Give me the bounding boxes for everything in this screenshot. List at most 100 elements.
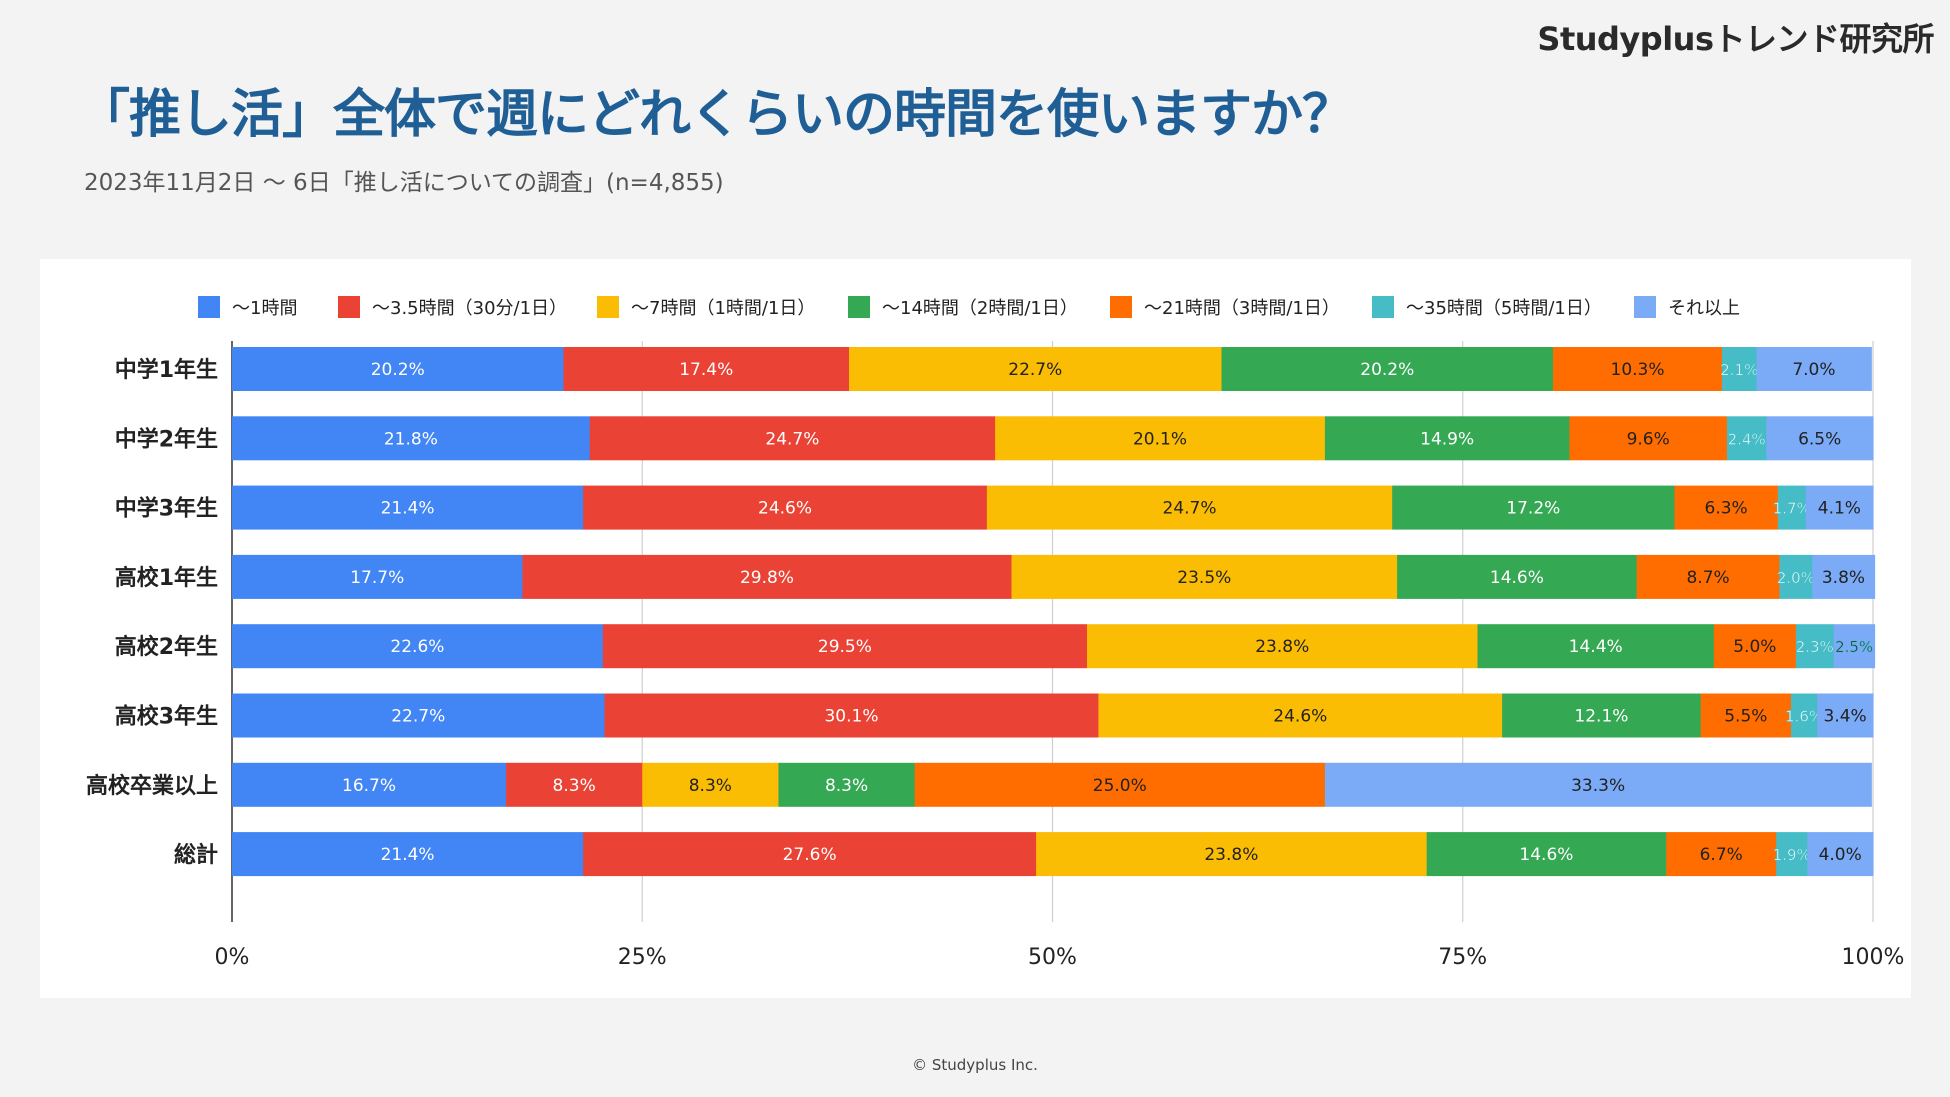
data-label: 24.7%: [1163, 499, 1217, 519]
data-label: 17.2%: [1506, 499, 1560, 519]
data-label: 8.3%: [553, 776, 596, 796]
category-label: 高校2年生: [115, 634, 218, 660]
data-label: 30.1%: [824, 707, 878, 727]
stacked-bar-chart: 0% 25% 50% 75% 100% 〜1時間 〜3.5時間（30分/1日） 〜7時間（1時…: [86, 296, 1905, 970]
data-label: 21.4%: [381, 499, 435, 519]
bar-segment: [1666, 832, 1777, 877]
bar-segment: [232, 624, 604, 669]
bar-segment: [1426, 832, 1667, 877]
data-label: 22.7%: [391, 707, 445, 727]
bar-segment: [642, 762, 779, 807]
bar-segment: [1722, 347, 1757, 391]
data-label: 9.6%: [1627, 429, 1670, 449]
data-label: 14.4%: [1569, 637, 1623, 657]
category-label: 高校卒業以上: [86, 773, 218, 799]
x-tick-label: 50%: [1028, 945, 1077, 970]
data-label: 14.6%: [1490, 568, 1544, 588]
bar-segment: [1756, 347, 1872, 391]
legend-swatch: [1110, 296, 1132, 318]
legend-label: 〜14時間（2時間/1日）: [882, 298, 1078, 319]
x-tick-label: 100%: [1842, 945, 1905, 970]
bar-segment: [1098, 693, 1503, 738]
legend-swatch: [338, 296, 360, 318]
category-label: 高校1年生: [115, 565, 218, 591]
data-label: 16.7%: [342, 776, 396, 796]
bar-segment: [602, 624, 1088, 669]
category-label: 中学3年生: [115, 496, 218, 522]
bar-segment: [583, 832, 1037, 877]
data-label: 4.0%: [1819, 845, 1862, 865]
data-label: 7.0%: [1792, 360, 1835, 380]
bar-segment: [232, 416, 591, 461]
bar-segment: [849, 347, 1223, 391]
x-tick-label: 25%: [618, 945, 667, 970]
bar-segment: [232, 762, 507, 807]
legend-swatch: [848, 296, 870, 318]
legend-swatch: [597, 296, 619, 318]
data-label: 5.5%: [1724, 707, 1767, 727]
data-label: 12.1%: [1574, 707, 1628, 727]
data-label: 2.4%: [1728, 430, 1766, 448]
data-label: 14.9%: [1420, 429, 1474, 449]
bar-segment: [1086, 624, 1479, 669]
data-label: 2.5%: [1835, 638, 1873, 656]
bar-segment: [232, 485, 584, 530]
data-label: 5.0%: [1733, 637, 1776, 657]
data-label: 10.3%: [1611, 360, 1665, 380]
bar-segment: [914, 762, 1326, 807]
data-label: 33.3%: [1571, 776, 1625, 796]
data-label: 27.6%: [783, 845, 837, 865]
bar-segment: [1713, 624, 1797, 669]
data-label: 1.9%: [1773, 846, 1811, 864]
data-label: 14.6%: [1519, 845, 1573, 865]
bar-segment: [1502, 693, 1702, 738]
bar-segment: [1324, 762, 1872, 807]
bar-segment: [1700, 693, 1792, 738]
data-label: 3.4%: [1824, 707, 1867, 727]
data-label: 6.5%: [1798, 429, 1841, 449]
legend-label: それ以上: [1668, 298, 1740, 319]
bar-segment: [1790, 693, 1818, 738]
legend-swatch: [1372, 296, 1394, 318]
data-label: 29.8%: [740, 568, 794, 588]
data-label: 23.8%: [1255, 637, 1309, 657]
data-label: 23.5%: [1177, 568, 1231, 588]
bar-segment: [1036, 832, 1428, 877]
bar-segment: [1833, 624, 1876, 669]
bar-segment: [1477, 624, 1715, 669]
legend-label: 〜1時間: [232, 298, 297, 319]
bar-segment: [1726, 416, 1767, 461]
bar-segment: [1776, 832, 1808, 877]
data-label: 24.6%: [1273, 707, 1327, 727]
chart-card: 0% 25% 50% 75% 100% 〜1時間 〜3.5時間（30分/1日） 〜7時間（1時…: [40, 259, 1911, 998]
data-label: 6.7%: [1700, 845, 1743, 865]
data-label: 24.6%: [758, 499, 812, 519]
data-label: 21.4%: [381, 845, 435, 865]
bar-segment: [563, 347, 850, 391]
data-label: 20.1%: [1133, 429, 1187, 449]
bar-segment: [1777, 485, 1807, 530]
bar-segment: [1397, 554, 1638, 599]
bar-segment: [522, 554, 1012, 599]
legend-swatch: [198, 296, 220, 318]
bar-segment: [506, 762, 643, 807]
data-label: 1.7%: [1773, 500, 1811, 518]
x-tick-label: 75%: [1438, 945, 1487, 970]
category-label: 中学2年生: [115, 426, 218, 452]
bar-segment: [1221, 347, 1554, 391]
data-label: 23.8%: [1204, 845, 1258, 865]
bar-segment: [1569, 416, 1728, 461]
bar-segment: [604, 693, 1099, 738]
bar-segment: [583, 485, 988, 530]
data-label: 2.3%: [1796, 638, 1834, 656]
bar-segment: [1324, 416, 1570, 461]
data-label: 8.7%: [1686, 568, 1729, 588]
data-label: 17.4%: [679, 360, 733, 380]
data-label: 22.7%: [1008, 360, 1062, 380]
bar-segment: [1553, 347, 1723, 391]
data-label: 2.0%: [1777, 569, 1815, 587]
bar-segment: [995, 416, 1326, 461]
data-label: 29.5%: [818, 637, 872, 657]
bar-segment: [232, 832, 584, 877]
data-label: 22.6%: [390, 637, 444, 657]
